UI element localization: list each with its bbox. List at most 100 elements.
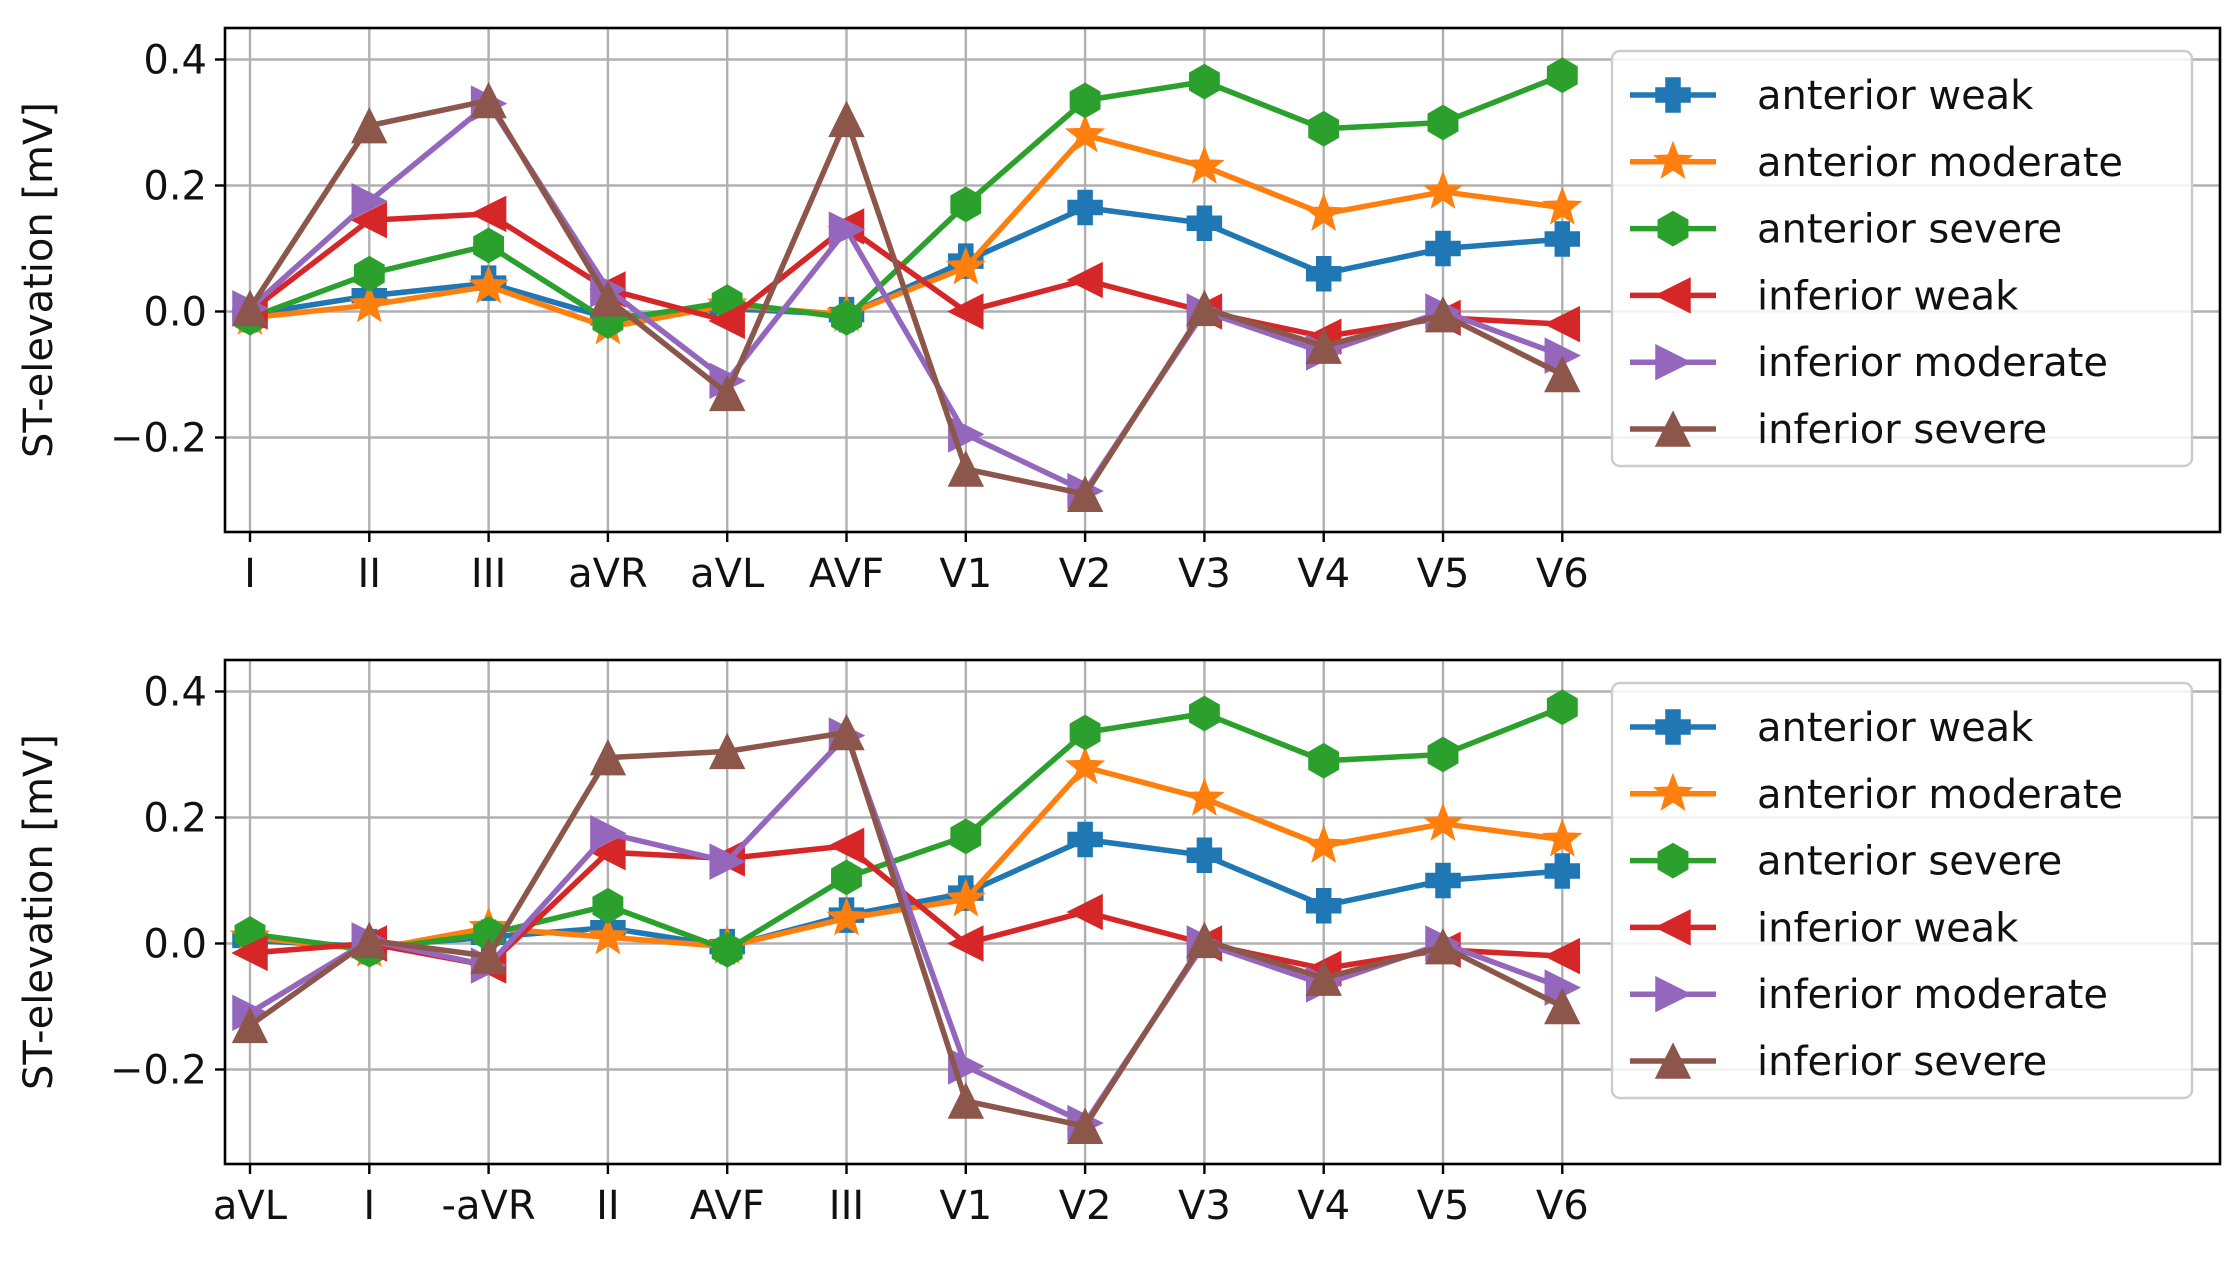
data-point	[350, 201, 388, 239]
legend-marker	[1655, 975, 1692, 1013]
data-point	[353, 255, 385, 292]
legend-marker	[1654, 909, 1691, 946]
series-line-inferior-severe	[247, 97, 1564, 497]
y-tick-label: 0.4	[143, 670, 207, 716]
legend-entry: inferior severe	[1757, 407, 2047, 453]
data-point	[945, 878, 986, 917]
series-line-inferior-severe	[248, 729, 1564, 1129]
data-point	[231, 289, 269, 327]
data-point	[470, 81, 507, 119]
x-tick-label: V4	[1297, 551, 1350, 597]
data-point	[947, 293, 984, 330]
y-tick-label: −0.2	[110, 416, 207, 462]
legend-entry: anterior weak	[1757, 73, 2034, 119]
x-tick-label: II	[596, 1183, 620, 1229]
data-point	[231, 1006, 269, 1044]
data-point	[351, 106, 388, 144]
data-point	[1066, 1107, 1104, 1144]
legend-marker	[1654, 1042, 1692, 1079]
data-point	[947, 1082, 985, 1119]
x-tick-label: V2	[1059, 1183, 1112, 1229]
data-point	[1427, 736, 1459, 773]
legend-box	[1610, 681, 2194, 1100]
x-tick-label: I	[244, 551, 256, 597]
data-point	[1543, 937, 1581, 975]
data-point	[1422, 802, 1464, 841]
data-point	[351, 921, 388, 959]
data-point	[831, 299, 862, 336]
legend-entry: anterior moderate	[1757, 772, 2123, 818]
data-point	[1069, 714, 1101, 751]
data-point	[589, 280, 627, 317]
data-point	[468, 265, 509, 304]
data-point	[1542, 186, 1583, 225]
data-point	[1184, 777, 1225, 816]
data-point	[1425, 230, 1461, 267]
x-tick-label: I	[363, 1183, 375, 1229]
legend-box	[1610, 49, 2194, 468]
legend-marker	[1655, 77, 1691, 113]
chart-panel-2: aVL I -aVR II AVF III V1 V2 V3 V4 V5 V6 −0.2 0.0 0.2 0.…	[16, 658, 2222, 1229]
legend: anterior weak anterior moderate anterior s…	[1610, 49, 2194, 468]
data-point	[945, 246, 986, 285]
legend: anterior weak anterior moderate anterior s…	[1610, 681, 2194, 1100]
data-point	[708, 732, 746, 770]
data-point	[589, 833, 626, 871]
data-point	[1184, 145, 1225, 184]
series-group	[229, 689, 1583, 1144]
data-point	[1064, 113, 1106, 153]
data-point	[1546, 57, 1578, 94]
data-point	[1303, 824, 1344, 863]
x-tick-label: V2	[1059, 551, 1112, 597]
x-tick-label: V6	[1536, 551, 1589, 597]
y-tick-label: 0.4	[143, 38, 207, 84]
data-point	[1186, 921, 1223, 959]
data-point	[709, 843, 746, 880]
data-point	[1427, 104, 1459, 141]
data-point	[1305, 959, 1342, 996]
data-point	[708, 374, 746, 412]
data-point	[708, 302, 745, 340]
legend-entry: inferior weak	[1757, 273, 2019, 319]
data-point	[1542, 818, 1583, 857]
legend-marker	[1652, 772, 1694, 811]
data-point	[1186, 837, 1223, 874]
x-tick-label: II	[358, 551, 382, 597]
axes-frame	[223, 26, 2222, 534]
legend-entry: inferior severe	[1757, 1039, 2047, 1085]
data-point	[1188, 695, 1220, 732]
y-tick-label: 0.2	[143, 164, 207, 210]
data-point	[711, 931, 743, 968]
data-point	[947, 450, 985, 487]
x-tick-label: V4	[1297, 1183, 1350, 1229]
series-line-inferior-moderate	[248, 100, 1564, 494]
y-tick-label: −0.2	[110, 1048, 207, 1094]
data-point	[1546, 689, 1578, 726]
data-point	[947, 925, 984, 962]
legend-marker	[1654, 277, 1691, 314]
data-point	[831, 859, 862, 896]
x-tick-label: aVL	[213, 1183, 288, 1229]
data-point	[469, 195, 507, 233]
y-tick-label: 0.0	[143, 922, 207, 968]
data-point	[826, 897, 867, 936]
data-point	[1305, 327, 1342, 364]
data-point	[1067, 821, 1103, 858]
x-tick-label: V6	[1536, 1183, 1589, 1229]
series-group	[229, 57, 1583, 512]
data-point	[1186, 289, 1223, 327]
data-point	[349, 284, 390, 323]
data-point	[589, 738, 627, 776]
data-point	[1425, 862, 1461, 899]
x-tick-label: V5	[1417, 1183, 1470, 1229]
x-tick-label: AVF	[690, 1183, 765, 1229]
legend-entry: anterior moderate	[1757, 140, 2123, 186]
data-point	[950, 818, 982, 855]
data-point	[1305, 887, 1342, 924]
data-point	[828, 713, 865, 751]
series-line-anterior-severe	[249, 704, 1564, 953]
data-point	[1066, 893, 1103, 931]
data-point	[1424, 927, 1462, 965]
legend-marker	[1652, 140, 1694, 179]
